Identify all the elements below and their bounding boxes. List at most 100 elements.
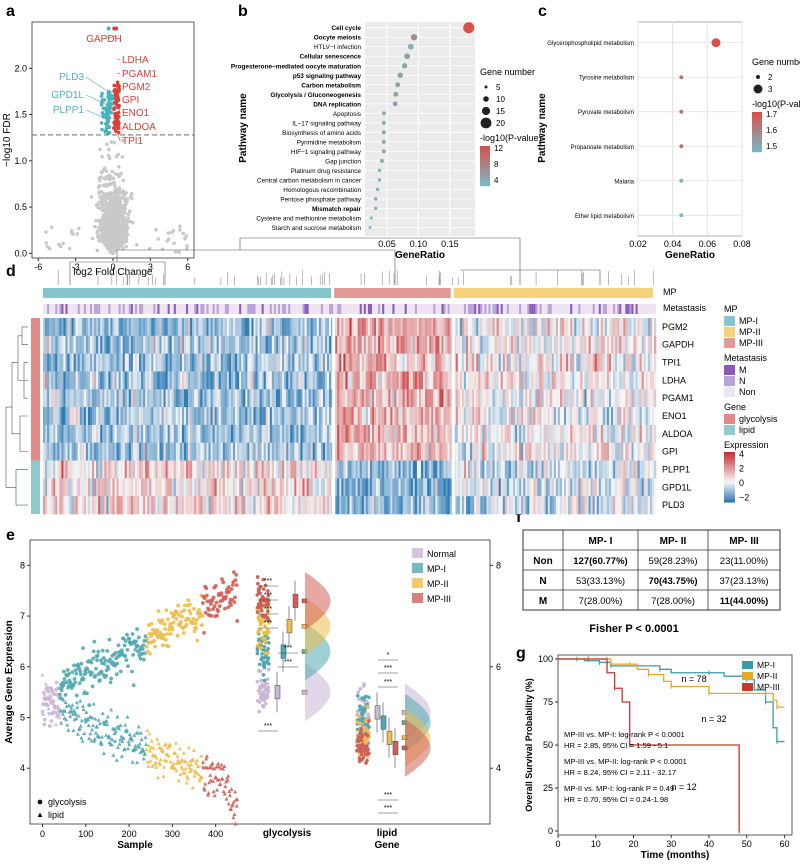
heatmap-cell bbox=[306, 353, 309, 372]
heatmap-cell bbox=[512, 460, 516, 479]
volcano-point-ns bbox=[98, 195, 103, 200]
dotplot-colorbar-cell bbox=[752, 138, 762, 141]
heatmap-cell bbox=[596, 335, 600, 354]
heatmap-cell bbox=[122, 335, 126, 354]
heatmap-cell bbox=[175, 353, 179, 372]
heatmap-cell bbox=[241, 407, 244, 426]
heatmap-cell bbox=[87, 478, 91, 497]
heatmap-cell bbox=[310, 318, 314, 337]
heatmap-cell bbox=[376, 460, 379, 479]
heatmap-cell bbox=[529, 496, 532, 515]
heatmap-cell bbox=[617, 407, 620, 426]
heatmap-cell bbox=[169, 478, 173, 497]
heatmap-cell bbox=[562, 460, 565, 479]
heatmap-cell bbox=[502, 460, 506, 479]
heatmap-cell bbox=[443, 389, 446, 408]
heatmap-cell bbox=[553, 442, 557, 461]
heatmap-cell bbox=[339, 318, 342, 337]
heatmap-cell bbox=[77, 389, 81, 408]
heatmap-cell bbox=[55, 353, 58, 372]
heatmap-cell bbox=[51, 353, 54, 372]
heatmap-cell bbox=[45, 335, 48, 354]
heatmap-gene-label: GPI bbox=[662, 447, 678, 457]
heatmap-cell bbox=[578, 496, 581, 515]
heatmap-cell bbox=[604, 318, 608, 337]
volcano-gene-leader bbox=[116, 128, 121, 142]
heatmap-cell bbox=[617, 442, 620, 461]
heatmap-cell bbox=[282, 460, 285, 479]
heatmap-cell bbox=[251, 496, 254, 515]
heatmap-cell bbox=[292, 460, 295, 479]
heatmap-cell bbox=[79, 371, 83, 390]
heatmap-cell bbox=[208, 496, 211, 515]
heatmap-cell bbox=[161, 442, 164, 461]
heatmap-cell bbox=[63, 318, 66, 337]
volcano-point-ns bbox=[102, 166, 107, 170]
heatmap-cell bbox=[562, 478, 565, 497]
heatmap-cell bbox=[108, 478, 111, 497]
heatmap-cell bbox=[541, 371, 544, 390]
heatmap-cell bbox=[533, 460, 536, 479]
heatmap-cell bbox=[73, 407, 76, 426]
heatmap-cell bbox=[194, 335, 197, 354]
heatmap-cell bbox=[355, 353, 358, 372]
heatmap-cell bbox=[508, 335, 512, 354]
heatmap-cell bbox=[161, 496, 164, 515]
heatmap-cell bbox=[241, 478, 244, 497]
volcano-point-ns bbox=[108, 211, 113, 215]
heatmap-cell bbox=[277, 407, 281, 426]
heatmap-cell bbox=[83, 371, 87, 390]
volcano-point-ns bbox=[112, 140, 117, 145]
heatmap-cell bbox=[294, 424, 297, 444]
heatmap-cell bbox=[186, 318, 189, 337]
heatmap-cell bbox=[65, 318, 68, 337]
heatmap-cell bbox=[521, 478, 524, 497]
heatmap-cell bbox=[527, 318, 530, 337]
heatmap-cell bbox=[374, 442, 377, 461]
heatmap-cell bbox=[339, 442, 342, 461]
heatmap-cell bbox=[77, 371, 81, 390]
heatmap-cell bbox=[284, 460, 287, 479]
heatmap-cell bbox=[275, 460, 279, 479]
heatmap-cell bbox=[619, 318, 622, 337]
heatmap-cell bbox=[177, 335, 181, 354]
heatmap-cell bbox=[259, 318, 262, 337]
heatmap-cell bbox=[265, 442, 269, 461]
heatmap-cell bbox=[108, 442, 111, 461]
heatmap-cell bbox=[512, 318, 516, 337]
heatmap-cell bbox=[198, 353, 201, 372]
heatmap-cell bbox=[247, 407, 250, 426]
volcano-point-ns bbox=[115, 196, 120, 201]
heatmap-cell bbox=[576, 496, 579, 515]
heatmap-cell bbox=[480, 407, 483, 426]
heatmap-cell bbox=[600, 389, 604, 408]
heatmap-cell bbox=[500, 496, 504, 515]
heatmap-cell bbox=[431, 424, 434, 444]
heatmap-cell bbox=[273, 407, 277, 426]
panel-label-e: e bbox=[6, 527, 15, 544]
dotplot-point bbox=[368, 225, 372, 229]
heatmap-cell bbox=[574, 318, 577, 337]
heatmap-cell bbox=[621, 318, 624, 337]
heatmap-cell bbox=[465, 371, 469, 390]
heatmap-cell bbox=[592, 496, 595, 515]
heatmap-cell bbox=[292, 424, 295, 444]
heatmap-cell bbox=[320, 460, 324, 479]
dotplot-point bbox=[679, 75, 684, 80]
heatmap-cell bbox=[228, 371, 232, 390]
volcano-point-ns bbox=[178, 228, 182, 232]
heatmap-cell bbox=[312, 460, 316, 479]
heatmap-cell bbox=[136, 371, 140, 390]
heatmap-cell bbox=[214, 389, 217, 408]
heatmap-cell bbox=[85, 424, 89, 444]
heatmap-cell bbox=[49, 460, 52, 479]
metastasis-annotation-cell bbox=[414, 304, 417, 314]
heatmap-cell bbox=[535, 442, 538, 461]
heatmap-cell bbox=[621, 371, 624, 390]
heatmap-cell bbox=[194, 407, 197, 426]
heatmap-cell bbox=[181, 389, 185, 408]
heatmap-cell bbox=[490, 460, 493, 479]
heatmap-cell bbox=[175, 478, 179, 497]
heatmap-cell bbox=[582, 371, 585, 390]
metastasis-annotation-cell bbox=[613, 304, 616, 314]
